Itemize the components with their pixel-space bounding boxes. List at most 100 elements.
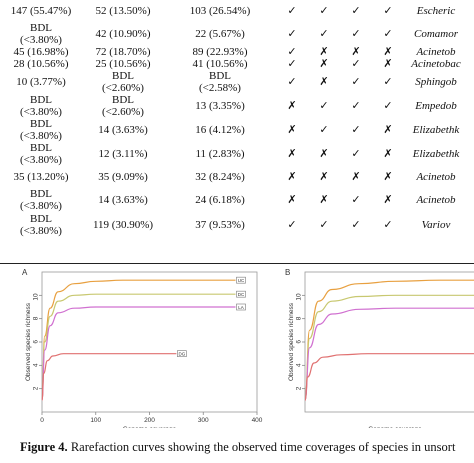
plot-frame	[304, 271, 474, 413]
cross-mark-icon: ✗	[319, 147, 329, 160]
cell-line: (<3.80%)	[20, 154, 62, 166]
cell-line: 11 (2.83%)	[195, 148, 245, 160]
table-row: 28 (10.56%) 25 (10.56%) 41 (10.56%) ✓ ✗ ✓ ✗ Aci…	[0, 58, 468, 70]
check-mark-icon: ✓	[383, 218, 393, 231]
species-name: Elizabethk	[412, 148, 460, 160]
table-cell: 10 (3.77%)	[0, 70, 82, 94]
cross-mark-icon: ✗	[351, 46, 361, 58]
series-line	[41, 279, 236, 401]
cell-line: 22 (5.67%)	[195, 28, 245, 40]
table-cell: 37 (9.53%)	[164, 212, 276, 238]
series-label-box: DG	[177, 350, 187, 357]
species-name: Variov	[421, 219, 451, 231]
cross-mark-icon: ✗	[287, 123, 297, 136]
check-mark-icon: ✓	[383, 75, 393, 88]
table-cell: 35 (13.20%)	[0, 166, 82, 188]
species-name: Acinetob	[416, 194, 456, 206]
cell-line: 72 (18.70%)	[95, 46, 151, 58]
check-mark-icon: ✓	[351, 58, 361, 70]
y-tick-label: 4	[33, 363, 40, 367]
table-row: BDL (<3.80%) 14 (3.63%) 24 (6.18%) ✗ ✗ ✓ ✗ Acine…	[0, 188, 468, 212]
table-cell: 28 (10.56%)	[0, 58, 82, 70]
check-mark-icon: ✓	[287, 75, 297, 88]
section-divider	[0, 263, 474, 264]
cell-line: (<3.80%)	[20, 34, 62, 46]
x-tick-label: 400	[252, 417, 263, 424]
species-name: Escheric	[416, 5, 456, 17]
species-name: Acinetob	[416, 171, 456, 183]
species-name: Empedob	[415, 100, 457, 112]
y-tick-label: 10	[33, 293, 40, 301]
cell-line: BDL	[30, 94, 52, 106]
table-cell: BDL (<2.60%)	[82, 70, 164, 94]
cell-line: 32 (8.24%)	[195, 171, 245, 183]
y-tick-label: 2	[33, 386, 40, 390]
cell-line: BDL	[30, 142, 52, 154]
table-cell: BDL (<2.60%)	[82, 94, 164, 118]
cell-line: BDL	[112, 70, 134, 82]
check-mark-icon: ✓	[351, 147, 361, 160]
table-row: BDL (<3.80%) 42 (10.90%) 22 (5.67%) ✓ ✓ ✓ ✓ Coma…	[0, 22, 468, 46]
species-table-region: 147 (55.47%) 52 (13.50%) 103 (26.54%) ✓ ✓ ✓ ✓ E…	[0, 0, 468, 238]
check-mark-icon: ✓	[287, 4, 297, 17]
cross-mark-icon: ✗	[383, 46, 393, 58]
check-mark-icon: ✓	[287, 58, 297, 70]
panel-label: B	[285, 268, 290, 277]
table-cell: 42 (10.90%)	[82, 22, 164, 46]
cross-mark-icon: ✗	[383, 147, 393, 160]
cross-mark-icon: ✗	[319, 58, 329, 70]
table-row: 45 (16.98%) 72 (18.70%) 89 (22.93%) ✓ ✗ ✗ ✗ Aci…	[0, 46, 468, 58]
cell-line: (<3.80%)	[20, 130, 62, 142]
table-cell: 13 (3.35%)	[164, 94, 276, 118]
table-cell: 119 (30.90%)	[82, 212, 164, 238]
cell-line: 37 (9.53%)	[195, 219, 245, 231]
check-mark-icon: ✓	[287, 46, 297, 58]
table-row: BDL (<3.80%) BDL (<2.60%) 13 (3.35%) ✗ ✓ ✓ ✓ Empe…	[0, 94, 468, 118]
check-mark-icon: ✓	[319, 123, 329, 136]
check-mark-icon: ✓	[383, 27, 393, 40]
x-axis-label: Genome coverage	[123, 426, 177, 428]
table-cell: 45 (16.98%)	[0, 46, 82, 58]
table-cell: 52 (13.50%)	[82, 0, 164, 22]
cross-mark-icon: ✗	[287, 99, 297, 112]
cross-mark-icon: ✗	[383, 123, 393, 136]
cross-mark-icon: ✗	[351, 170, 361, 183]
table-row: BDL (<3.80%) 12 (3.11%) 11 (2.83%) ✗ ✗ ✓ ✗ Eliza…	[0, 142, 468, 166]
check-mark-icon: ✓	[319, 218, 329, 231]
table-cell: 16 (4.12%)	[164, 118, 276, 142]
cross-mark-icon: ✗	[319, 193, 329, 206]
table-cell: 24 (6.18%)	[164, 188, 276, 212]
cell-line: (<2.60%)	[102, 106, 144, 118]
y-axis-label: Observed species richness	[25, 302, 32, 381]
cell-line: 12 (3.11%)	[98, 148, 148, 160]
table-cell: BDL (<3.80%)	[0, 142, 82, 166]
chart-b-svg: B 2 4 6 8 10 Genome coverage Observed species r…	[285, 268, 474, 433]
check-mark-icon: ✓	[287, 27, 297, 40]
series-label-box: DC	[236, 290, 246, 298]
cross-mark-icon: ✗	[383, 193, 393, 206]
series-label-frame	[236, 276, 246, 284]
table-row: BDL (<3.80%) 119 (30.90%) 37 (9.53%) ✓ ✓ ✓ ✓ Var…	[0, 212, 468, 238]
cell-line: BDL	[209, 70, 231, 82]
series-label-frame	[177, 350, 187, 357]
species-name: Elizabethk	[412, 124, 460, 136]
species-abundance-table: 147 (55.47%) 52 (13.50%) 103 (26.54%) ✓ ✓ ✓ ✓ E…	[0, 0, 468, 238]
cell-line: 28 (10.56%)	[13, 58, 69, 70]
cell-line: 35 (9.09%)	[98, 171, 148, 183]
table-cell: 14 (3.63%)	[82, 118, 164, 142]
table-cell: 72 (18.70%)	[82, 46, 164, 58]
series-line	[41, 293, 236, 401]
check-mark-icon: ✓	[319, 27, 329, 40]
cell-line: (<3.80%)	[20, 200, 62, 212]
cell-line: 89 (22.93%)	[192, 46, 248, 58]
check-mark-icon: ✓	[351, 75, 361, 88]
cross-mark-icon: ✗	[287, 193, 297, 206]
check-mark-icon: ✓	[383, 99, 393, 112]
table-cell: BDL (<3.80%)	[0, 118, 82, 142]
cell-line: 24 (6.18%)	[195, 194, 245, 206]
cell-line: 13 (3.35%)	[195, 100, 245, 112]
cell-line: 45 (16.98%)	[13, 46, 69, 58]
table-cell: BDL (<2.58%)	[164, 70, 276, 94]
check-mark-icon: ✓	[351, 218, 361, 231]
figure-caption: Figure 4. Rarefaction curves showing the…	[20, 440, 474, 455]
